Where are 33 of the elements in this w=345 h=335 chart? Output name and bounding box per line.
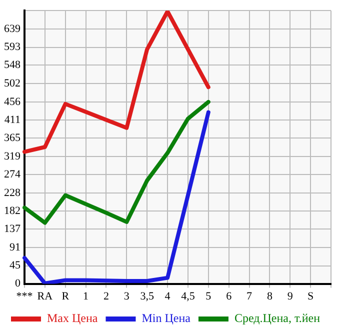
y-tick-label: 228	[4, 186, 21, 199]
y-tick-label: 639	[4, 22, 21, 35]
x-tick-label: 4	[164, 290, 171, 302]
x-tick-label: R	[62, 290, 70, 302]
y-tick-label: 456	[4, 96, 21, 108]
x-tick-label: 3,5	[140, 290, 154, 302]
x-tick-label: RA	[37, 290, 53, 302]
x-tick-label: 5	[206, 290, 212, 302]
x-tick-label: ***	[16, 290, 33, 302]
legend-label: Сред.Цена, т.йен	[234, 311, 321, 326]
x-tick-label: 1	[83, 290, 89, 302]
y-tick-label: 319	[4, 150, 21, 162]
x-tick-label: 4,5	[181, 290, 196, 302]
y-tick-label: 91	[10, 241, 20, 254]
x-tick-label: 8	[266, 290, 273, 302]
y-tick-label: 593	[4, 41, 21, 54]
x-tick-label: 2	[103, 290, 109, 302]
y-tick-label: 365	[4, 132, 21, 144]
x-tick-label: 6	[226, 290, 232, 302]
x-tick-label: 7	[246, 290, 253, 302]
y-tick-label: 274	[4, 168, 21, 180]
y-tick-label: 502	[4, 77, 20, 90]
y-tick-label: 411	[4, 114, 20, 126]
legend-label: Min Цена	[142, 311, 192, 326]
legend-label: Max Цена	[46, 311, 98, 326]
y-tick-label: 548	[4, 59, 21, 72]
y-tick-label: 45	[10, 260, 21, 272]
y-tick-label: 0	[15, 278, 21, 290]
x-tick-label: S	[308, 290, 314, 302]
x-tick-label: 9	[287, 290, 294, 302]
x-tick-label: 3	[124, 290, 130, 302]
y-tick-label: 182	[4, 205, 20, 218]
y-tick-label: 137	[4, 223, 21, 236]
